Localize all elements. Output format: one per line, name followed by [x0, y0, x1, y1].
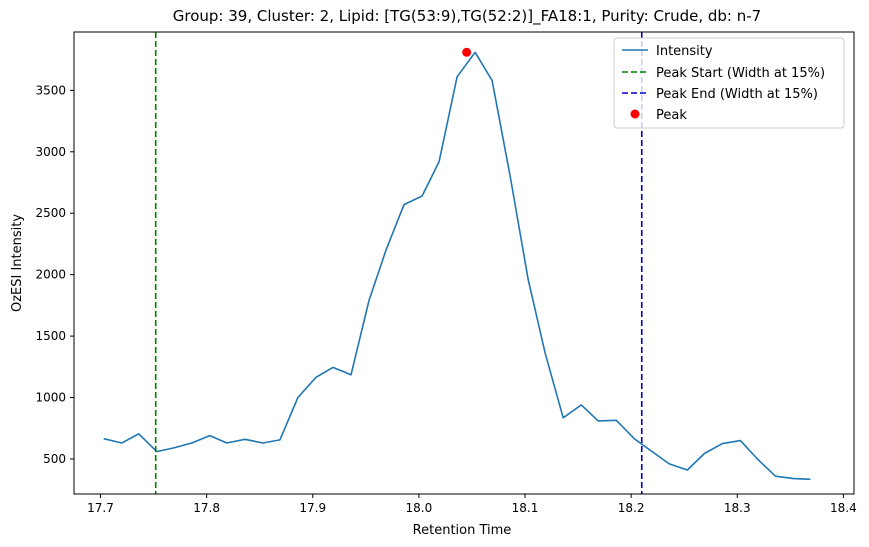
- x-tick-label: 18.4: [830, 501, 857, 515]
- legend-box: [613, 37, 845, 129]
- x-tick-label: 18.2: [618, 501, 645, 515]
- y-tick-label: 500: [43, 452, 66, 466]
- legend-label-peak-end: Peak End (Width at 15%): [656, 87, 818, 102]
- legend-label-intensity: Intensity: [656, 44, 713, 59]
- legend: Intensity Peak Start (Width at 15%) Peak…: [613, 37, 845, 129]
- x-tick-label: 17.7: [87, 501, 114, 515]
- plot-frame: [73, 31, 855, 495]
- y-tick-label: 1000: [35, 391, 66, 405]
- y-tick-label: 2500: [35, 206, 66, 220]
- y-tick-label: 3500: [35, 83, 66, 97]
- chart-title: Group: 39, Cluster: 2, Lipid: [TG(53:9),…: [173, 7, 761, 26]
- x-tick-label: 17.9: [299, 501, 326, 515]
- series-line-intensity: [103, 51, 811, 481]
- peak-marker: [462, 47, 472, 57]
- x-tick-label: 18.0: [406, 501, 433, 515]
- y-tick-label: 2000: [35, 268, 66, 282]
- y-tick-label: 1500: [35, 329, 66, 343]
- legend-handle-peak: [630, 109, 640, 119]
- legend-label-peak: Peak: [656, 108, 687, 123]
- y-axis: 500 1000 1500 2000 2500 3000 3500: [35, 83, 74, 466]
- y-axis-label: OzESI Intensity: [10, 214, 25, 312]
- x-tick-label: 18.3: [724, 501, 751, 515]
- x-axis-label: Retention Time: [413, 523, 512, 538]
- x-axis: 17.7 17.8 17.9 18.0 18.1 18.2 18.3 18.4: [87, 494, 857, 515]
- x-tick-label: 18.1: [512, 501, 539, 515]
- legend-label-peak-start: Peak Start (Width at 15%): [656, 66, 825, 81]
- x-tick-label: 17.8: [193, 501, 220, 515]
- y-tick-label: 3000: [35, 145, 66, 159]
